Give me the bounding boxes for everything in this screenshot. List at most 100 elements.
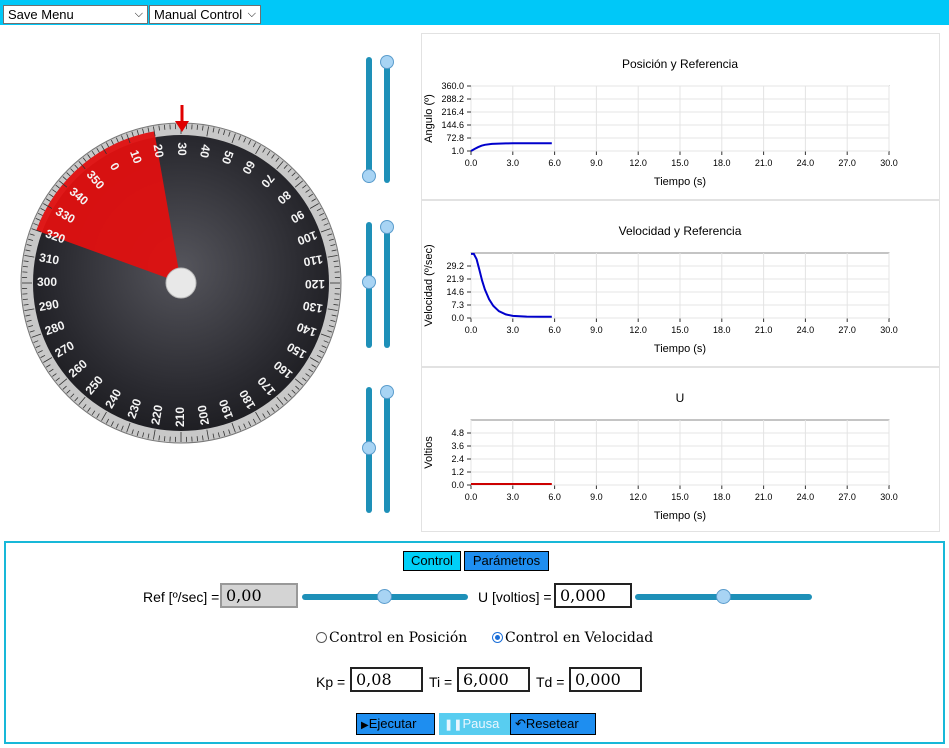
x-tick-label: 12.0 — [629, 492, 647, 502]
kp-field[interactable]: 0,08 — [350, 667, 423, 692]
td-label: Td = — [536, 674, 565, 690]
x-tick-label: 0.0 — [465, 158, 478, 168]
x-tick-label: 18.0 — [713, 158, 731, 168]
velocity-slider[interactable] — [360, 220, 394, 352]
series-line — [470, 142, 552, 152]
dial-tick-label: 50 — [219, 149, 237, 167]
x-tick-label: 3.0 — [507, 492, 520, 502]
x-tick-label: 12.0 — [629, 325, 647, 335]
dial-tick-label: 10 — [127, 148, 145, 166]
save-menu-select[interactable]: Save Menu ⌵ — [3, 5, 148, 24]
u-field[interactable]: 0,000 — [554, 583, 632, 608]
radio-button-icon[interactable] — [316, 632, 327, 643]
y-tick-label: 7.3 — [451, 300, 464, 310]
dial-tick-label: 280 — [43, 318, 67, 338]
x-tick-label: 9.0 — [590, 158, 603, 168]
y-axis-label: Voltios — [423, 436, 435, 469]
y-tick-label: 1.0 — [451, 146, 464, 156]
x-tick-label: 27.0 — [838, 492, 856, 502]
slider-thumb[interactable] — [362, 275, 376, 289]
y-axis-label: Angulo (º) — [423, 94, 435, 143]
ref-field: 0,00 — [220, 583, 298, 608]
slider-thumb[interactable] — [716, 589, 731, 604]
x-tick-label: 15.0 — [671, 158, 689, 168]
y-tick-label: 21.9 — [446, 274, 464, 284]
plot-title: Posición y Referencia — [622, 57, 738, 71]
control-mode-select[interactable]: Manual Control ⌵ — [149, 5, 261, 24]
y-tick-label: 144.6 — [441, 120, 464, 130]
plot-title: U — [676, 391, 685, 405]
x-tick-label: 3.0 — [507, 158, 520, 168]
u-slider[interactable] — [360, 385, 394, 517]
y-tick-label: 4.8 — [451, 428, 464, 438]
x-tick-label: 21.0 — [755, 492, 773, 502]
x-axis-label: Tiempo (s) — [654, 176, 706, 188]
tab-control[interactable]: Control — [403, 551, 461, 571]
tab-parameters[interactable]: Parámetros — [464, 551, 549, 571]
dial-hub — [165, 267, 197, 299]
plot-title: Velocidad y Referencia — [619, 224, 742, 238]
position-slider[interactable] — [360, 55, 394, 187]
dial-tick-label: 90 — [288, 207, 307, 226]
dial-tick-label: 300 — [37, 275, 57, 289]
x-tick-label: 18.0 — [713, 492, 731, 502]
x-axis-label: Tiempo (s) — [654, 510, 706, 522]
x-tick-label: 30.0 — [880, 325, 898, 335]
x-tick-label: 0.0 — [465, 325, 478, 335]
slider-thumb[interactable] — [380, 55, 394, 69]
y-tick-label: 29.2 — [446, 261, 464, 271]
radio-velocity-control[interactable]: Control en Velocidad — [492, 630, 653, 646]
y-tick-label: 360.0 — [441, 81, 464, 91]
slider-thumb[interactable] — [380, 385, 394, 399]
x-tick-label: 9.0 — [590, 492, 603, 502]
y-tick-label: 1.2 — [451, 467, 464, 477]
radio-velocity-label: Control en Velocidad — [505, 630, 654, 646]
position-plot: Posición y Referencia 0.0 3.0 6.0 9.0 12.0 15.… — [421, 33, 940, 200]
down-arrow-icon — [175, 105, 189, 132]
dial-tick-label: 20 — [150, 143, 166, 159]
pause-label: Pausa — [462, 716, 500, 731]
x-tick-label: 27.0 — [838, 158, 856, 168]
x-tick-label: 18.0 — [713, 325, 731, 335]
y-tick-label: 0.0 — [451, 313, 464, 323]
slider-thumb[interactable] — [362, 169, 376, 183]
dial-tick-label: 40 — [197, 143, 213, 159]
u-label: U [voltios] = — [478, 589, 552, 605]
u-plot: U 0.0 3.0 6.0 9.0 12.0 15.0 18.0 21.0 24.0 27.0 30.… — [421, 367, 940, 532]
u-hslider[interactable] — [635, 589, 812, 605]
ref-slider[interactable] — [302, 589, 468, 605]
reset-icon: ↶ — [515, 716, 526, 731]
slider-thumb[interactable] — [362, 441, 376, 455]
ti-field[interactable]: 6,000 — [457, 667, 530, 692]
x-tick-label: 15.0 — [671, 325, 689, 335]
dial-tick-label: 200 — [195, 404, 212, 426]
reference-sector — [36, 131, 181, 283]
x-tick-label: 6.0 — [548, 325, 561, 335]
slider-thumb[interactable] — [380, 220, 394, 234]
x-tick-label: 24.0 — [797, 325, 815, 335]
series-line — [471, 252, 552, 318]
x-tick-label: 21.0 — [755, 325, 773, 335]
dial-tick-label: 210 — [173, 407, 187, 427]
dial-tick-label: 140 — [295, 319, 319, 339]
x-tick-label: 21.0 — [755, 158, 773, 168]
x-axis-label: Tiempo (s) — [654, 343, 706, 355]
run-label: Ejecutar — [368, 716, 417, 731]
slider-thumb[interactable] — [377, 589, 392, 604]
run-button[interactable]: ▶Ejecutar — [356, 713, 435, 735]
pause-icon: ❚❚ — [444, 719, 463, 731]
chevron-down-icon: ⌵ — [134, 8, 143, 20]
x-tick-label: 30.0 — [880, 492, 898, 502]
control-panel: Control Parámetros Ref [º/sec] = 0,00 U … — [4, 541, 945, 744]
radio-button-icon[interactable] — [492, 632, 503, 643]
td-field[interactable]: 0,000 — [569, 667, 642, 692]
x-tick-label: 24.0 — [797, 158, 815, 168]
x-tick-label: 24.0 — [797, 492, 815, 502]
radio-position-control[interactable]: Control en Posición — [316, 630, 467, 646]
reset-button[interactable]: ↶Resetear — [510, 713, 596, 735]
pause-button[interactable]: ❚❚Pausa — [439, 713, 510, 735]
dial-tick-label: 190 — [216, 397, 236, 421]
angle-dial: 0 10 20 30 40 50 60 70 80 90 100 110 120 130 140 150 160… — [18, 100, 348, 445]
y-tick-label: 216.4 — [441, 107, 464, 117]
chevron-down-icon: ⌵ — [247, 8, 256, 20]
